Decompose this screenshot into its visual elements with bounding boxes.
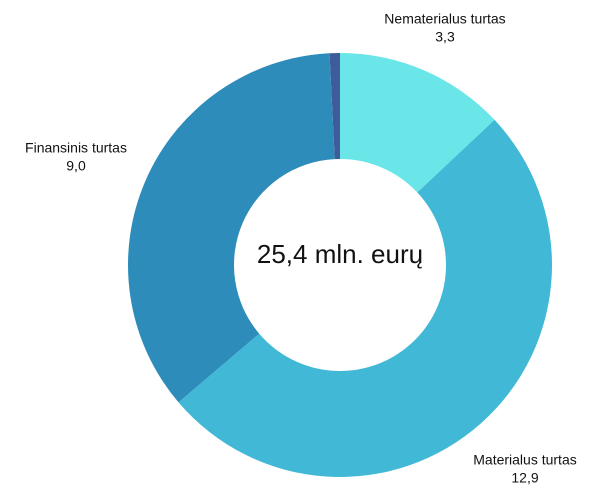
- slice: [178, 119, 552, 477]
- slice-label: Nematerialus turtas: [384, 11, 505, 27]
- slice-label: Finansinis turtas: [25, 140, 127, 156]
- slice-value-label: 9,0: [66, 158, 86, 174]
- slice-value-label: 3,3: [435, 29, 455, 45]
- slice-value-label: 12,9: [511, 470, 538, 486]
- slice: [128, 53, 335, 403]
- slice-label: Materialus turtas: [473, 452, 576, 468]
- center-label: 25,4 mln. eurų: [257, 239, 423, 269]
- slice: [340, 53, 495, 193]
- slice: [329, 53, 340, 160]
